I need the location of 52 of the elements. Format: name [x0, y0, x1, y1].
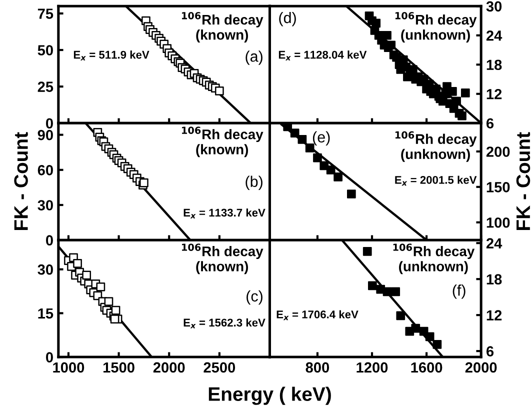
x-tick-label: 1200: [356, 362, 388, 373]
y-tick-label: 18: [486, 60, 502, 70]
y-tick-label: 150: [486, 182, 510, 192]
annotation: $^{106}$Rh decay (unknown): [395, 12, 477, 42]
annotation: $^{106}$Rh decay (known): [182, 12, 264, 42]
annotation: E$_{x}$ = 511.9 keV: [74, 50, 150, 60]
annotation: (c): [246, 290, 262, 305]
y-tick-label: 24: [486, 238, 502, 248]
annotation: (b): [246, 176, 262, 190]
annotation: (f): [452, 284, 466, 299]
y-tick-label: 12: [486, 310, 502, 320]
y-tick-label: 200: [486, 146, 510, 157]
y-tick-label: 75: [38, 8, 54, 19]
annotation: (a): [246, 50, 262, 65]
y-axis-title: FK - Count: [14, 132, 28, 230]
y-tick-label: 15: [38, 308, 54, 319]
y-tick-label: 25: [38, 82, 54, 92]
y-tick-label: 30: [38, 200, 53, 210]
y-tick-label: 0: [46, 118, 53, 129]
y-tick-label: 30: [486, 1, 502, 12]
y-tick-label: 12: [486, 88, 502, 100]
annotation: $^{106}$Rh decay (known): [182, 244, 264, 274]
x-tick-label: 2000: [153, 362, 185, 373]
x-tick-label: 1600: [411, 362, 442, 373]
annotation: (d): [279, 12, 296, 26]
y-tick-label: 100: [486, 217, 510, 228]
y-tick-label: 60: [38, 165, 53, 176]
annotation: E$_{x}$ = 1706.4 keV: [276, 310, 358, 320]
y-tick-label: 6: [486, 346, 494, 356]
annotation: $^{106}$Rh decay (known): [182, 126, 264, 158]
y-tick-label: 0: [46, 235, 53, 246]
x-tick-label: 2500: [204, 362, 236, 373]
y-axis-title: FK - Count: [516, 132, 530, 230]
x-tick-label: 1500: [103, 362, 134, 373]
x-axis-title: Energy ( keV): [208, 386, 331, 405]
annotation: E$_{x}$ = 1133.7 keV: [184, 208, 266, 218]
y-tick-label: 24: [486, 30, 502, 41]
annotation: E$_{x}$ = 1128.04 keV: [278, 50, 367, 60]
annotation: (e): [312, 131, 330, 146]
annotation: E$_{x}$ = 2001.5 keV: [395, 176, 477, 186]
y-tick-label: 90: [38, 130, 53, 140]
x-tick-label: 1000: [53, 362, 84, 373]
y-tick-label: 18: [486, 274, 502, 284]
y-tick-label: 50: [38, 45, 53, 56]
y-tick-label: 0: [46, 352, 53, 362]
annotation: $^{106}$Rh decay (unknown): [393, 244, 475, 274]
x-tick-label: 800: [306, 362, 330, 373]
x-tick-label: 2000: [465, 362, 497, 373]
y-tick-label: 30: [38, 264, 53, 275]
annotation: $^{106}$Rh decay (unknown): [395, 131, 477, 162]
y-tick-label: 6: [486, 118, 494, 129]
annotation: E$_{x}$ = 1562.3 keV: [184, 318, 266, 328]
